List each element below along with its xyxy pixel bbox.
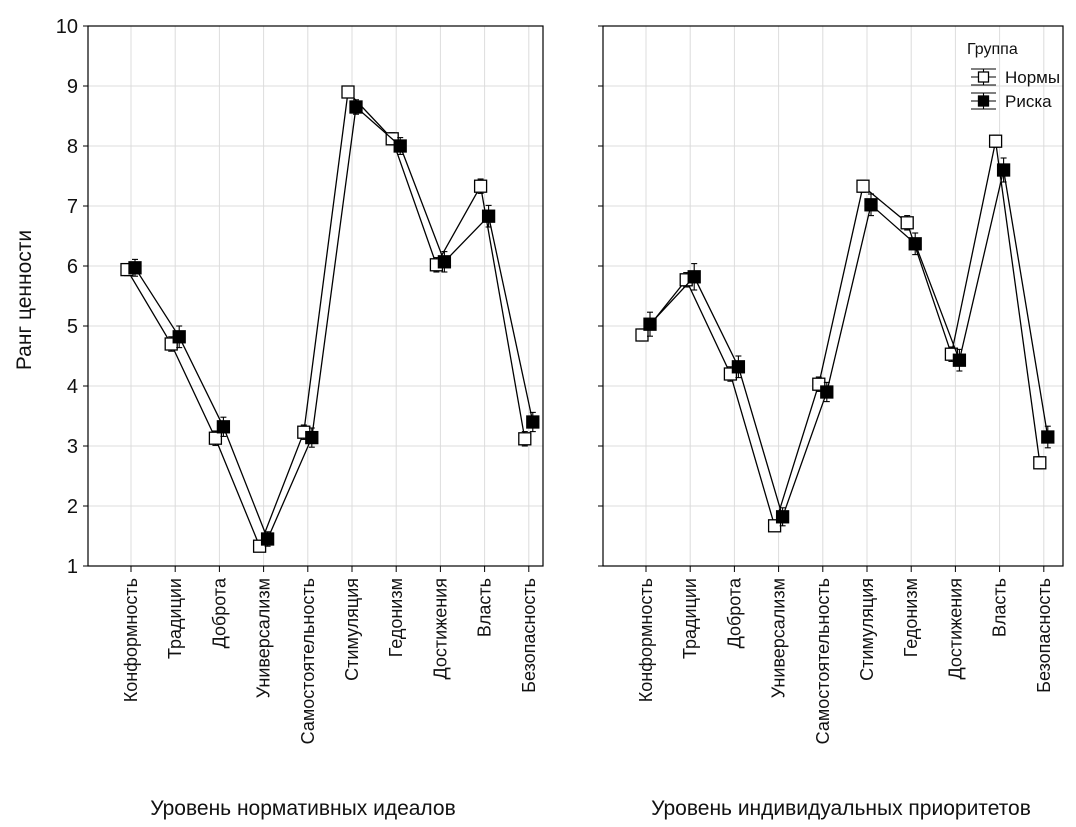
y-tick-label: 10 [56, 16, 78, 38]
legend-entry-normy: Нормы [971, 68, 1060, 87]
y-tick-label: 7 [67, 196, 78, 218]
y-tick-label: 6 [67, 256, 78, 278]
legend-symbol-open-square-icon [971, 68, 996, 86]
x-tick-label: Конформность [121, 578, 141, 702]
data-point-open-square [518, 432, 532, 446]
y-tick-label: 8 [67, 136, 78, 158]
x-tick-label: Универсализм [769, 578, 789, 698]
panel-normative-ideals: 1 2 3 4 5 6 7 8 9 10 Конформность Традиции Доброта Ун… [56, 16, 544, 744]
x-tick-label: Безопасность [1034, 578, 1054, 693]
data-point-filled-square [349, 100, 363, 114]
data-point-open-square [208, 431, 223, 445]
legend-title: Группа [967, 41, 1018, 58]
x-tick-label: Конформность [636, 578, 656, 702]
panel-individual-priorities: Конформность Традиции Доброта Универсализм С… [598, 25, 1064, 744]
y-tick-label: 3 [67, 436, 78, 458]
data-point-filled-square [526, 415, 540, 429]
data-point-filled-square [775, 510, 790, 524]
y-tick-label: 1 [67, 556, 78, 578]
x-tick-label: Универсализм [254, 578, 274, 698]
data-point-filled-square [864, 198, 878, 212]
series-line-filled-square [649, 169, 1049, 519]
data-point-filled-square [908, 237, 922, 251]
series-line-filled-square [134, 105, 534, 541]
data-point-open-square [900, 216, 914, 230]
plot-frame [87, 25, 544, 567]
data-point-filled-square [731, 360, 746, 374]
data-point-open-square [473, 179, 488, 193]
x-tick-label: Традиции [680, 578, 700, 659]
x-tick-label: Достижения [945, 578, 965, 680]
legend-entry-riska: Риска [971, 92, 1052, 111]
x-axis-label-right: Уровень индивидуальных приоритетов [651, 797, 1031, 820]
y-tick-label: 4 [67, 376, 78, 398]
y-tick-label: 5 [67, 316, 78, 338]
y-tick-label: 9 [67, 76, 78, 98]
x-tick-label: Гедонизм [386, 578, 406, 657]
data-point-filled-square [1041, 430, 1055, 444]
x-tick-label: Самостоятельность [813, 578, 833, 744]
x-tick-label: Гедонизм [901, 578, 921, 657]
data-point-filled-square [393, 139, 407, 153]
x-tick-label: Власть [990, 578, 1010, 637]
legend-marker-filled-square [977, 95, 990, 107]
x-tick-label: Стимуляция [342, 578, 362, 681]
legend-label-riska: Риска [1005, 92, 1052, 111]
x-tick-label: Самостоятельность [298, 578, 318, 744]
data-point-filled-square [437, 255, 452, 269]
y-tick-label: 2 [67, 496, 78, 518]
data-point-filled-square [952, 353, 967, 367]
data-point-filled-square [820, 385, 834, 399]
legend-marker-open-square [977, 71, 990, 83]
x-tick-label: Стимуляция [857, 578, 877, 681]
legend-symbol-filled-square-icon [971, 92, 996, 110]
x-tick-label: Власть [475, 578, 495, 637]
x-tick-label: Традиции [165, 578, 185, 659]
series-line-open-square [126, 90, 526, 548]
x-axis-label-left: Уровень нормативных идеалов [150, 797, 456, 820]
x-tick-label: Безопасность [519, 578, 539, 693]
data-point-filled-square [643, 317, 657, 331]
data-point-filled-square [128, 261, 142, 275]
data-point-filled-square [305, 430, 319, 445]
series-line-open-square [641, 141, 1041, 529]
x-tick-label: Доброта [209, 577, 229, 648]
data-point-filled-square [260, 532, 275, 546]
data-point-filled-square [172, 330, 186, 344]
data-point-filled-square [687, 270, 701, 284]
data-point-open-square [856, 179, 870, 193]
data-point-filled-square [996, 163, 1011, 177]
x-tick-label: Доброта [724, 577, 744, 648]
data-point-open-square [635, 328, 649, 342]
data-point-open-square [1033, 456, 1047, 470]
x-tick-label: Достижения [430, 578, 450, 680]
data-point-filled-square [216, 420, 231, 434]
legend-label-normy: Нормы [1005, 68, 1060, 87]
legend: Группа Нормы Риска [967, 41, 1060, 111]
data-point-filled-square [481, 209, 496, 223]
data-point-open-square [988, 134, 1003, 148]
data-point-open-square [341, 85, 355, 99]
plot-frame [602, 25, 1064, 567]
y-axis-label: Ранг ценности [13, 230, 36, 370]
